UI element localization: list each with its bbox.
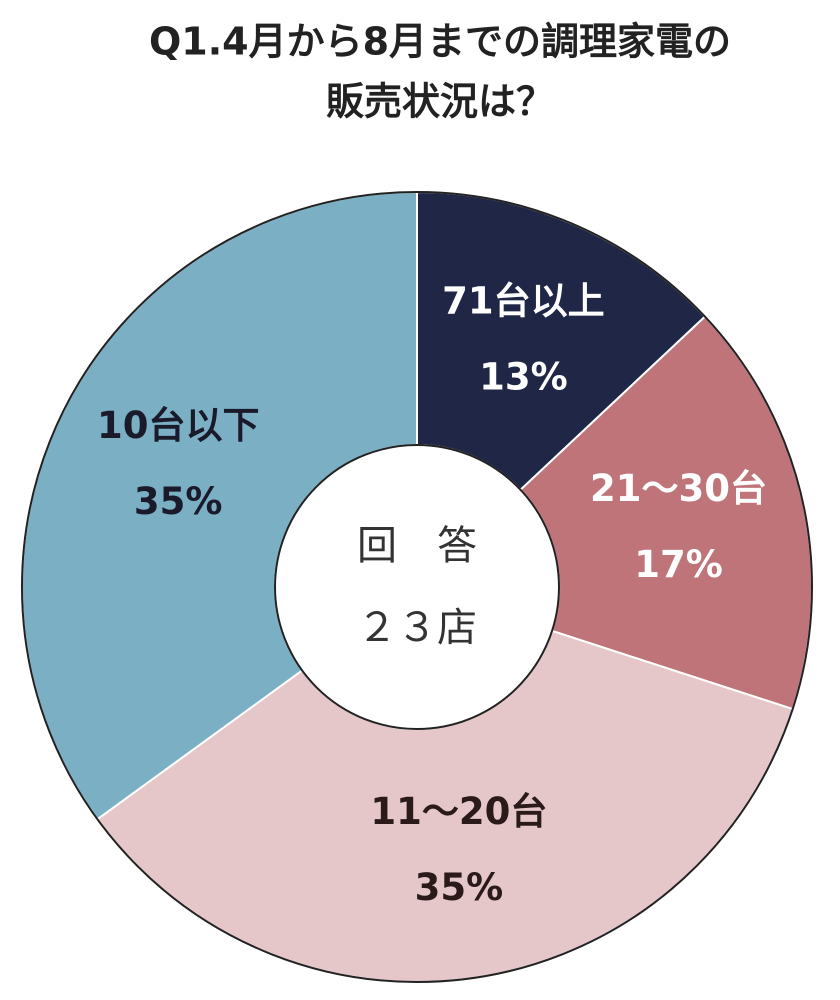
value-label: 17% <box>634 543 723 586</box>
slice-label: 71台以上 <box>442 280 605 323</box>
chart-title: 販売状況は？ <box>326 80 554 124</box>
slice-label: 11〜20台 <box>370 790 547 833</box>
slice-label: 21〜30台 <box>590 467 767 510</box>
slice-label: 10台以下 <box>97 404 260 447</box>
value-label: 13% <box>479 356 568 399</box>
donut <box>21 190 813 983</box>
chart-title: Q1.4月から8月までの調理家電の <box>149 20 731 64</box>
value-label: 35% <box>415 866 504 909</box>
donut-outline <box>21 191 813 983</box>
center-label: ２３店 <box>357 605 477 651</box>
value-label: 35% <box>134 480 223 523</box>
donut-hole <box>274 444 560 730</box>
center-label: 回 答 <box>357 523 477 569</box>
